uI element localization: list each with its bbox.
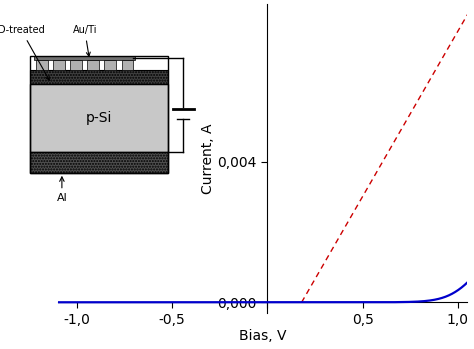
- Y-axis label: Current, A: Current, A: [201, 123, 215, 194]
- X-axis label: Bias, V: Bias, V: [239, 329, 286, 343]
